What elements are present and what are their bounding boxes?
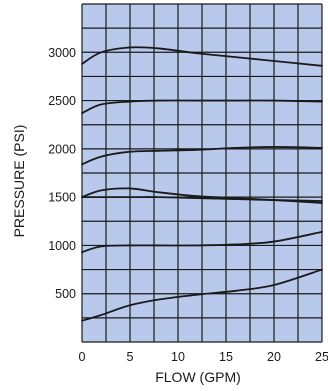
- x-tick-label: 15: [219, 350, 233, 364]
- curve-2: [81, 146, 323, 166]
- y-tick-label: 500: [55, 287, 76, 301]
- x-tick-labels: 0 5 10 15 20 25: [79, 350, 328, 364]
- y-tick-label: 2000: [48, 142, 76, 156]
- curves: [81, 46, 323, 322]
- x-tick-label: 25: [315, 350, 328, 364]
- x-tick-label: 10: [171, 350, 185, 364]
- curve-0: [81, 46, 323, 67]
- y-tick-label: 3000: [48, 46, 76, 60]
- y-tick-label: 1500: [48, 191, 76, 205]
- y-tick-labels: 500 1000 1500 2000 2500 3000: [48, 46, 76, 301]
- curve-1: [81, 99, 323, 115]
- x-axis-title: FLOW (GPM): [155, 369, 241, 385]
- x-tick-label: 5: [127, 350, 134, 364]
- curve-5: [81, 231, 323, 254]
- x-tick-label: 20: [267, 350, 281, 364]
- x-tick-label: 0: [79, 350, 86, 364]
- y-tick-label: 2500: [48, 94, 76, 108]
- curve-4: [81, 196, 323, 202]
- curve-6: [81, 268, 323, 322]
- y-axis-title: PRESSURE (PSI): [11, 125, 27, 238]
- y-tick-label: 1000: [48, 239, 76, 253]
